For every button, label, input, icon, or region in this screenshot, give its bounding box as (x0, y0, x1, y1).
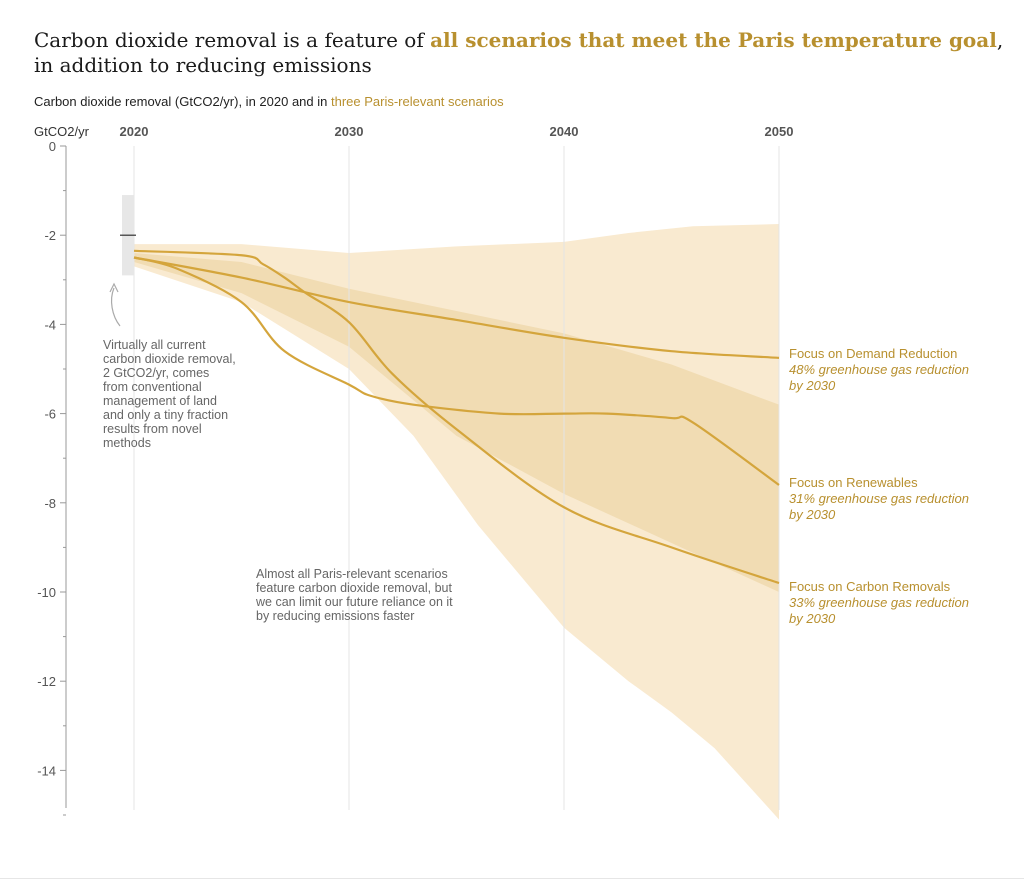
annotation-2-line-3: we can limit our future reliance on it (255, 595, 453, 609)
y-tick-label--10: -10 (37, 585, 56, 600)
annotation-arrow (110, 287, 121, 327)
y-tick-label--6: -6 (44, 407, 56, 422)
annotation-2-line-1: Almost all Paris-relevant scenarios (256, 567, 448, 581)
annotation-1-line-4: from conventional (103, 380, 202, 394)
series-label-1: Focus on Demand Reduction (789, 346, 957, 361)
annotation-1-line-6: and only a tiny fraction (103, 408, 228, 422)
series-sublabel-3-line1: 33% greenhouse gas reduction (789, 595, 969, 610)
subtitle-highlight: three Paris-relevant scenarios (330, 94, 504, 109)
y-tick-label--4: -4 (44, 317, 56, 332)
y-axis-label: GtCO2/yr (34, 124, 90, 139)
title-text-start: Carbon dioxide removal is a feature of (34, 28, 431, 52)
subtitle-text: Carbon dioxide removal (GtCO2/yr), in 20… (34, 94, 331, 109)
y-tick-label--8: -8 (44, 496, 56, 511)
scenario-range-inner (134, 253, 779, 593)
annotation-2-line-2: feature carbon dioxide removal, but (256, 581, 452, 595)
y-tick-label--2: -2 (44, 228, 56, 243)
title-text-end: , in addition to reducing emissions (34, 28, 1004, 77)
annotation-1-line-2: carbon dioxide removal, (103, 352, 236, 366)
series-line-1 (133, 256, 780, 359)
series-label-3: Focus on Carbon Removals (789, 579, 951, 594)
annotation-arrowhead (109, 282, 119, 293)
chart-subtitle: Carbon dioxide removal (GtCO2/yr), in 20… (34, 94, 504, 109)
annotation-1-line-1: Virtually all current (103, 338, 206, 352)
y-tick-label--12: -12 (37, 674, 56, 689)
series-sublabel-3-line2: by 2030 (789, 611, 836, 626)
series-line-3 (133, 249, 780, 585)
bottom-rule (0, 878, 1024, 879)
annotation-2-line-4: by reducing emissions faster (256, 609, 414, 623)
x-tick-label-2050: 2050 (765, 124, 794, 139)
x-tick-label-2040: 2040 (550, 124, 579, 139)
y-tick-label--14: -14 (37, 763, 56, 778)
series-label-2: Focus on Renewables (789, 475, 918, 490)
series-sublabel-1-line2: by 2030 (789, 378, 836, 393)
series-sublabel-2-line2: by 2030 (789, 507, 836, 522)
annotation-1-line-5: management of land (103, 394, 217, 408)
series-line-2 (133, 256, 780, 486)
series-sublabel-2-line1: 31% greenhouse gas reduction (789, 491, 969, 506)
annotation-1-line-3: 2 GtCO2/yr, comes (103, 366, 209, 380)
chart-title: Carbon dioxide removal is a feature of a… (34, 28, 1004, 78)
title-highlight: all scenarios that meet the Paris temper… (430, 28, 997, 52)
annotation-1-line-8: methods (103, 436, 151, 450)
y-tick-label-0: 0 (49, 139, 56, 154)
x-tick-label-2030: 2030 (335, 124, 364, 139)
series-sublabel-1-line1: 48% greenhouse gas reduction (789, 362, 969, 377)
annotation-1-line-7: results from novel (103, 422, 202, 436)
x-tick-label-2020: 2020 (120, 124, 149, 139)
